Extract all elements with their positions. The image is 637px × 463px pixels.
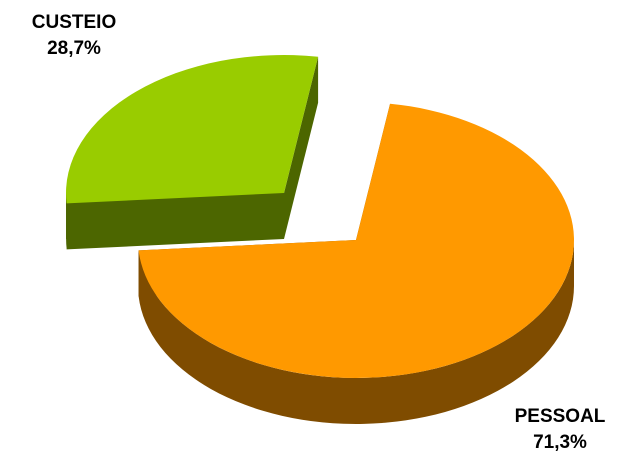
label-custeio-name: CUSTEIO bbox=[31, 12, 117, 33]
slice-custeio-top bbox=[66, 55, 319, 204]
label-pessoal: PESSOAL 71,3% bbox=[500, 404, 620, 456]
slice-custeio-front-wall bbox=[66, 193, 284, 239]
slice-custeio-cut-side-1 bbox=[284, 56, 319, 240]
slice-pessoal bbox=[138, 103, 574, 424]
label-custeio: CUSTEIO 28,7% bbox=[14, 10, 134, 62]
label-custeio-value: 28,7% bbox=[47, 38, 101, 59]
label-pessoal-name: PESSOAL bbox=[514, 406, 606, 427]
slice-custeio bbox=[66, 55, 319, 250]
slice-pessoal-outer-side-0 bbox=[138, 240, 574, 424]
label-pessoal-value: 71,3% bbox=[533, 432, 587, 453]
slice-pessoal-top bbox=[138, 103, 574, 379]
